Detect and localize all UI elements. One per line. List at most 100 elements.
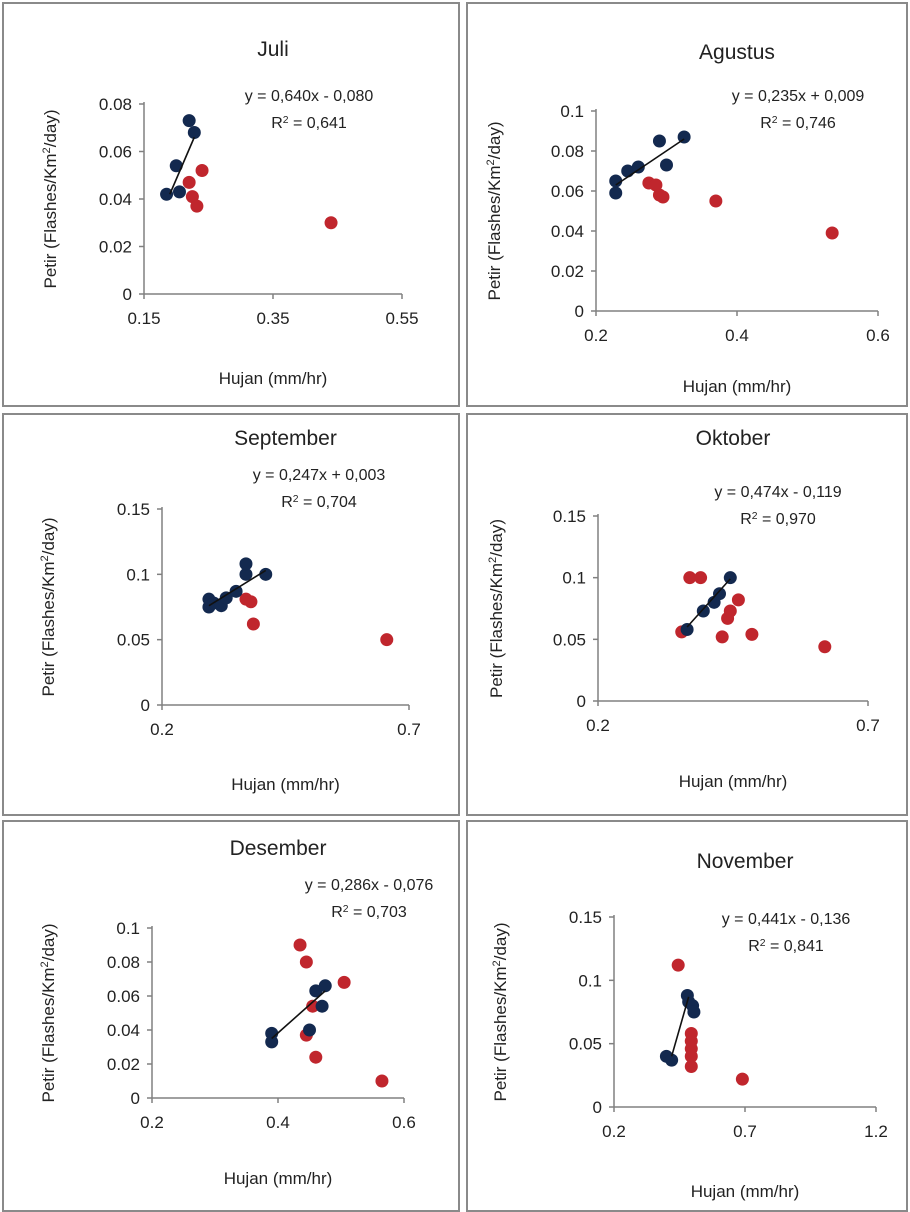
chart-title: November bbox=[697, 850, 794, 873]
x-tick-label: 0.2 bbox=[140, 1113, 164, 1132]
y-axis-label: Petir (Flashes/Km2/day) bbox=[491, 922, 510, 1101]
regression-equation: y = 0,235x + 0,009 bbox=[732, 88, 865, 105]
y-tick-label: 0 bbox=[141, 696, 150, 715]
y-tick-label: 0.05 bbox=[117, 631, 150, 650]
x-tick-label: 0.2 bbox=[150, 720, 174, 739]
data-point bbox=[825, 226, 839, 240]
chart-desember: Desember 0 0.02 0.04 0.06 0.08 0.1 0.2 0.4 0.6 Huj… bbox=[39, 837, 434, 1188]
y-tick-label: 0.05 bbox=[553, 630, 586, 649]
y-tick-label: 0.06 bbox=[99, 143, 132, 162]
regression-equation: y = 0,640x - 0,080 bbox=[245, 88, 374, 105]
y-tick-label: 0.1 bbox=[126, 565, 150, 584]
data-point bbox=[687, 1005, 701, 1019]
data-point bbox=[187, 126, 201, 139]
x-tick-label: 0.7 bbox=[397, 720, 421, 739]
data-point bbox=[244, 595, 258, 609]
regression-equation: y = 0,441x - 0,136 bbox=[722, 911, 851, 928]
data-point bbox=[713, 587, 726, 601]
r-squared-label: R2 = 0,970 bbox=[740, 511, 816, 529]
data-point bbox=[303, 1023, 316, 1037]
y-tick-label: 0.06 bbox=[107, 987, 140, 1006]
chart-panel-juli: Juli 0 0.02 0.04 0.06 0.08 0.15 0.35 0.55 Hujan (… bbox=[2, 2, 460, 407]
r-squared-label: R2 = 0,746 bbox=[760, 115, 836, 133]
x-tick-label: 0.6 bbox=[866, 326, 890, 345]
data-point bbox=[735, 1072, 749, 1086]
chart-november: November 0 0.05 0.1 0.15 0.2 0.7 1.2 Hujan (mm/h… bbox=[491, 850, 888, 1201]
data-point bbox=[299, 955, 313, 969]
chart-title: Oktober bbox=[696, 427, 771, 450]
data-point bbox=[229, 584, 243, 598]
data-point bbox=[709, 194, 723, 208]
x-tick-label: 0.15 bbox=[127, 309, 160, 328]
data-point bbox=[665, 1053, 679, 1067]
data-point bbox=[309, 1050, 323, 1064]
data-point bbox=[745, 627, 759, 641]
data-point bbox=[660, 158, 673, 172]
y-tick-label: 0 bbox=[593, 1098, 602, 1117]
y-axis-label: Petir (Flashes/Km2/day) bbox=[39, 923, 58, 1102]
data-point bbox=[731, 593, 745, 607]
data-point bbox=[375, 1074, 389, 1088]
data-point bbox=[652, 134, 666, 148]
x-axis-label: Hujan (mm/hr) bbox=[679, 772, 788, 791]
y-tick-label: 0.08 bbox=[551, 142, 584, 161]
data-point bbox=[195, 164, 209, 177]
y-axis-label: Petir (Flashes/Km2/day) bbox=[39, 517, 58, 696]
data-point bbox=[631, 160, 645, 174]
chart-juli: Juli 0 0.02 0.04 0.06 0.08 0.15 0.35 0.55 Hujan (… bbox=[41, 38, 419, 388]
data-point bbox=[649, 178, 663, 192]
y-tick-label: 0.06 bbox=[551, 182, 584, 201]
trend-line bbox=[169, 136, 196, 195]
x-axis-label: Hujan (mm/hr) bbox=[224, 1169, 333, 1188]
x-tick-label: 0.2 bbox=[586, 716, 610, 735]
data-point bbox=[715, 630, 729, 644]
chart-agustus: Agustus 0 0.02 0.04 0.06 0.08 0.1 0.2 0.4 0.6 Huja… bbox=[485, 41, 890, 396]
x-tick-label: 1.2 bbox=[864, 1122, 888, 1141]
y-tick-label: 0.1 bbox=[560, 102, 584, 121]
regression-equation: y = 0,286x - 0,076 bbox=[305, 877, 434, 894]
y-tick-label: 0.02 bbox=[99, 238, 132, 257]
r-squared-label: R2 = 0,703 bbox=[331, 904, 407, 922]
trend-line bbox=[686, 578, 731, 628]
data-point bbox=[172, 185, 186, 199]
x-tick-label: 0.2 bbox=[584, 326, 608, 345]
data-point bbox=[318, 979, 332, 993]
data-point bbox=[190, 199, 204, 213]
chart-oktober: Oktober 0 0.05 0.1 0.15 0.2 0.7 Hujan (mm/hr) Pe… bbox=[487, 427, 880, 791]
y-tick-label: 0.08 bbox=[107, 953, 140, 972]
data-point bbox=[671, 958, 685, 972]
data-point bbox=[337, 975, 351, 989]
trend-line bbox=[615, 138, 685, 186]
data-point bbox=[315, 999, 329, 1013]
data-point bbox=[683, 571, 697, 585]
data-point bbox=[246, 617, 260, 631]
x-tick-label: 0.2 bbox=[602, 1122, 626, 1141]
chart-title: Juli bbox=[257, 38, 289, 61]
data-point bbox=[293, 938, 307, 952]
data-point bbox=[259, 567, 273, 581]
x-tick-label: 0.55 bbox=[385, 309, 418, 328]
y-tick-label: 0.15 bbox=[553, 507, 586, 526]
data-point bbox=[169, 159, 183, 173]
y-tick-label: 0.15 bbox=[569, 908, 602, 927]
y-tick-label: 0.02 bbox=[107, 1055, 140, 1074]
x-axis-label: Hujan (mm/hr) bbox=[219, 369, 328, 388]
data-point bbox=[160, 187, 174, 201]
data-point bbox=[306, 999, 320, 1013]
x-tick-label: 0.6 bbox=[392, 1113, 416, 1132]
r-squared-label: R2 = 0,704 bbox=[281, 494, 357, 512]
chart-panel-september: September 0 0.05 0.1 0.15 0.2 0.7 Hujan (mm/hr)… bbox=[2, 413, 460, 816]
data-point bbox=[380, 633, 394, 647]
data-point bbox=[723, 604, 737, 618]
y-tick-label: 0 bbox=[123, 285, 132, 304]
y-tick-label: 0.08 bbox=[99, 95, 132, 114]
chart-september: September 0 0.05 0.1 0.15 0.2 0.7 Hujan (mm/hr)… bbox=[39, 427, 421, 794]
trend-line bbox=[670, 996, 690, 1057]
y-axis-label: Petir (Flashes/Km2/day) bbox=[41, 109, 60, 288]
data-point bbox=[818, 640, 832, 654]
chart-panel-desember: Desember 0 0.02 0.04 0.06 0.08 0.1 0.2 0.4 0.6 Huj… bbox=[2, 820, 460, 1212]
y-tick-label: 0 bbox=[131, 1089, 140, 1108]
chart-panel-oktober: Oktober 0 0.05 0.1 0.15 0.2 0.7 Hujan (mm/hr) Pe… bbox=[466, 413, 908, 816]
x-axis-label: Hujan (mm/hr) bbox=[691, 1182, 800, 1201]
x-axis-label: Hujan (mm/hr) bbox=[683, 377, 792, 396]
